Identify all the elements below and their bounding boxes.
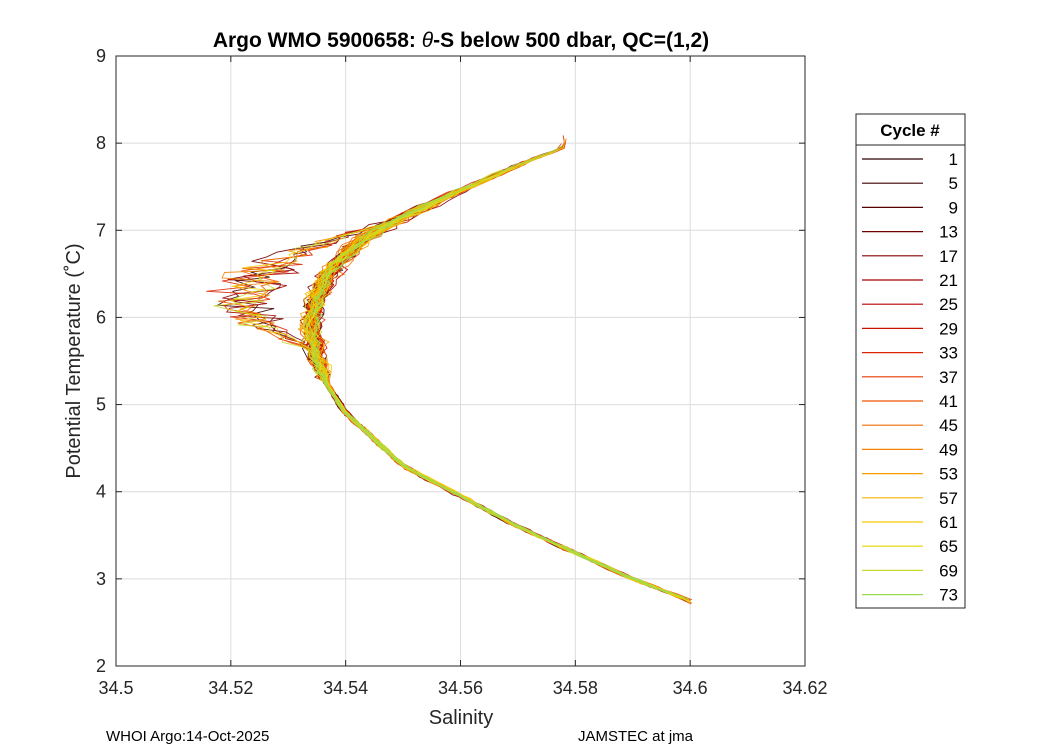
legend-label: 69 — [939, 561, 958, 580]
chart-title: Argo WMO 5900658: θ-S below 500 dbar, QC… — [213, 29, 709, 52]
legend-label: 13 — [939, 223, 958, 242]
title-prefix: Argo WMO 5900658: — [213, 29, 422, 52]
legend-label: 29 — [939, 319, 958, 338]
legend-label: 5 — [949, 174, 958, 193]
legend-items: 1 5 9 13 17 21 25 29 33 37 41 45 49 53 57 61 65 69 73 — [862, 150, 958, 605]
legend-title: Cycle # — [880, 121, 940, 140]
legend-label: 25 — [939, 295, 958, 314]
legend-label: 41 — [939, 392, 958, 411]
x-ticks: 34.5 34.52 34.54 34.56 34.58 34.6 34.62 — [98, 56, 828, 698]
legend-label: 57 — [939, 489, 958, 508]
y-tick-label: 4 — [96, 482, 106, 502]
y-ticks: 2 3 4 5 6 7 8 9 — [96, 46, 805, 676]
legend-label: 1 — [949, 150, 958, 169]
x-tick-label: 34.54 — [323, 678, 368, 698]
footer-right: JAMSTEC at jma — [578, 728, 694, 745]
legend-label: 49 — [939, 440, 958, 459]
footer-left: WHOI Argo:14-Oct-2025 — [106, 728, 269, 745]
y-tick-label: 6 — [96, 307, 106, 327]
y-tick-label: 3 — [96, 569, 106, 589]
legend-label: 61 — [939, 513, 958, 532]
y-tick-label: 7 — [96, 220, 106, 240]
profile-line-cycle — [305, 145, 690, 600]
legend-label: 73 — [939, 586, 958, 605]
legend-label: 37 — [939, 368, 958, 387]
legend-label: 17 — [939, 247, 958, 266]
legend: Cycle # 1 5 9 13 17 21 25 29 33 37 41 45 49 53 57 61 65 6… — [855, 113, 966, 609]
x-tick-label: 34.5 — [98, 678, 133, 698]
x-tick-label: 34.6 — [673, 678, 708, 698]
title-suffix: -S below 500 dbar, QC=(1,2) — [433, 29, 709, 52]
title-theta: θ — [422, 29, 434, 52]
y-tick-label: 2 — [96, 656, 106, 676]
legend-label: 33 — [939, 344, 958, 363]
x-tick-label: 34.52 — [208, 678, 253, 698]
y-axis-label: Potential Temperature (˚C) — [63, 243, 85, 478]
legend-label: 65 — [939, 537, 958, 556]
legend-label: 53 — [939, 465, 958, 484]
x-tick-label: 34.56 — [438, 678, 483, 698]
y-tick-label: 9 — [96, 46, 106, 66]
y-tick-label: 8 — [96, 133, 106, 153]
legend-label: 45 — [939, 416, 958, 435]
x-tick-label: 34.62 — [782, 678, 827, 698]
legend-box — [855, 113, 966, 609]
x-axis-label: Salinity — [429, 707, 493, 729]
grid — [116, 56, 805, 666]
y-tick-label: 5 — [96, 395, 106, 415]
legend-label: 21 — [939, 271, 958, 290]
legend-label: 9 — [949, 198, 958, 217]
profiles — [206, 135, 693, 605]
x-tick-label: 34.58 — [553, 678, 598, 698]
